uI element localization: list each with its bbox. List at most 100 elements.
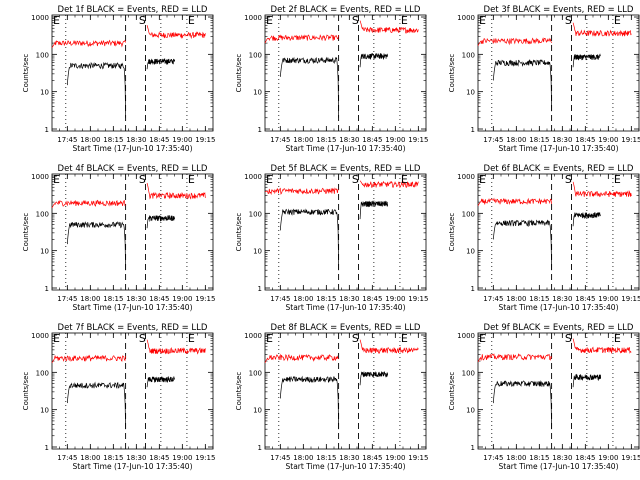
event-flag-label: E [266,14,273,27]
event-flag-label: E [614,173,621,186]
y-tick-label: 1 [258,444,262,452]
x-tick-label: 17:45 [483,136,503,144]
x-tick-label: 19:00 [598,136,618,144]
chart-title: Det 7f BLACK = Events, RED = LLD [58,323,208,333]
chart-panel: Det 4f BLACK = Events, RED = LLD 1 10 100 10… [22,164,215,312]
red-lld-series-line [146,339,206,355]
event-flag-label: S [352,332,359,345]
x-axis-title: Start Time (17-Jun-10 17:35:40) [286,303,406,312]
red-lld-series-line [359,180,419,189]
red-lld-series-line [146,25,206,40]
x-tick-label: 19:15 [408,454,428,462]
x-axis-title: Start Time (17-Jun-10 17:35:40) [499,462,619,471]
x-tick-label: 19:00 [385,454,405,462]
plot-frame [477,173,640,291]
y-tick-label: 1 [258,285,262,293]
x-tick-label: 17:45 [57,295,77,303]
chart-title: Det 9f BLACK = Events, RED = LLD [484,323,634,333]
x-tick-label: 18:15 [316,295,336,303]
plot-frame [51,14,214,132]
chart-panel: Det 6f BLACK = Events, RED = LLD 1 10 100 10… [448,164,640,312]
y-tick-label: 100 [249,210,262,218]
y-tick-label: 10 [40,407,49,415]
y-tick-label: 100 [36,369,49,377]
y-tick-label: 100 [249,369,262,377]
y-tick-label: 1000 [244,332,262,340]
x-tick-label: 19:15 [195,295,215,303]
chart-panel: Det 2f BLACK = Events, RED = LLD 1 10 100 10… [235,5,428,153]
black-events-series-line [572,212,601,227]
x-tick-label: 19:00 [172,454,192,462]
black-events-series-line [146,375,176,388]
black-events-series-line [279,208,339,271]
x-tick-label: 19:15 [408,136,428,144]
x-tick-label: 19:00 [385,136,405,144]
y-tick-label: 100 [249,51,262,59]
y-tick-label: 10 [253,248,262,256]
event-flag-label: E [53,14,60,27]
x-tick-label: 18:30 [552,454,572,462]
chart-title: Det 3f BLACK = Events, RED = LLD [484,5,634,15]
x-tick-label: 18:00 [506,454,526,462]
event-flag-label: E [53,332,60,345]
x-tick-label: 19:15 [621,295,640,303]
chart-title: Det 6f BLACK = Events, RED = LLD [484,164,634,174]
black-events-series-line [492,59,552,112]
red-lld-series-line [359,339,419,354]
y-tick-label: 1000 [457,173,475,181]
y-axis-title: Counts/sec [448,372,456,411]
x-tick-label: 19:00 [385,295,405,303]
y-axis-title: Counts/sec [235,54,243,93]
x-tick-label: 17:45 [270,136,290,144]
y-tick-label: 1000 [31,14,49,22]
x-tick-label: 18:15 [529,295,549,303]
x-tick-label: 18:30 [339,136,359,144]
event-flag-label: S [139,173,146,186]
y-tick-label: 1 [471,285,475,293]
event-flag-label: E [614,14,621,27]
x-axis-title: Start Time (17-Jun-10 17:35:40) [73,144,193,153]
x-tick-label: 19:15 [621,136,640,144]
y-axis-title: Counts/sec [235,372,243,411]
black-events-series-line [572,53,601,68]
event-flag-label: E [401,332,408,345]
x-tick-label: 18:00 [80,454,100,462]
x-tick-label: 19:00 [598,454,618,462]
event-flag-label: S [565,14,572,27]
y-tick-label: 100 [36,51,49,59]
black-events-series-line [492,219,552,271]
x-tick-label: 18:45 [362,295,382,303]
red-lld-series-line [572,181,632,198]
chart-title: Det 1f BLACK = Events, RED = LLD [58,5,208,15]
red-lld-series-line [51,199,126,209]
event-flag-label: E [401,14,408,27]
x-tick-label: 18:15 [529,454,549,462]
event-flag-label: S [352,173,359,186]
x-tick-label: 18:15 [316,454,336,462]
black-events-series-line [572,373,602,388]
x-tick-label: 18:00 [293,136,313,144]
x-tick-label: 18:45 [149,136,169,144]
x-tick-label: 19:15 [621,454,640,462]
y-tick-label: 10 [253,89,262,97]
x-tick-label: 18:15 [529,136,549,144]
x-tick-label: 18:45 [362,454,382,462]
y-tick-label: 1000 [457,332,475,340]
chart-title: Det 8f BLACK = Events, RED = LLD [271,323,421,333]
x-tick-label: 17:45 [270,295,290,303]
x-axis-title: Start Time (17-Jun-10 17:35:40) [499,303,619,312]
chart-panel: Det 3f BLACK = Events, RED = LLD 1 10 100 10… [448,5,640,153]
event-flag-label: E [401,173,408,186]
x-axis-title: Start Time (17-Jun-10 17:35:40) [286,144,406,153]
plot-frame [264,14,427,132]
y-tick-label: 10 [40,89,49,97]
red-lld-series-line [477,37,552,46]
y-tick-label: 1 [258,126,262,134]
y-tick-label: 1 [45,285,49,293]
red-lld-series-line [264,187,339,196]
x-tick-label: 18:30 [339,454,359,462]
event-flag-label: S [139,14,146,27]
event-flag-label: E [266,173,273,186]
event-flag-label: E [479,332,486,345]
x-tick-label: 18:30 [552,136,572,144]
